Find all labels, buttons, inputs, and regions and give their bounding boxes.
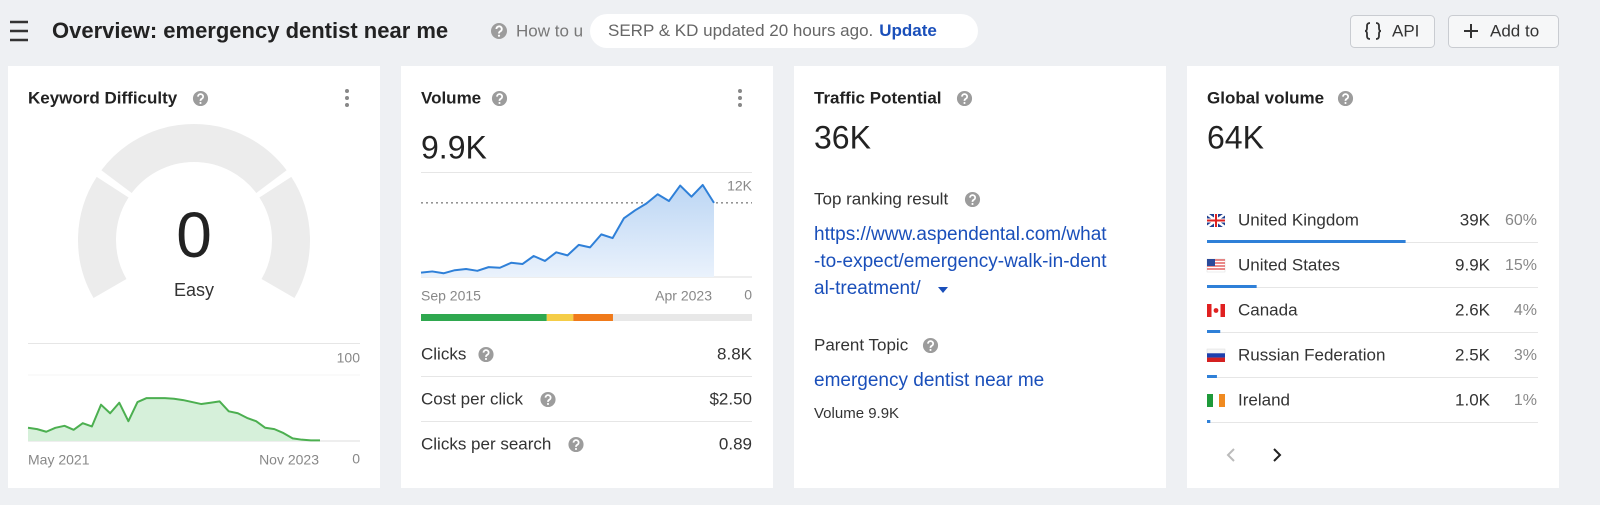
parent-volume: Volume 9.9K <box>814 405 899 422</box>
country-name: Canada <box>1238 300 1298 319</box>
card-title: Keyword Difficulty <box>28 88 178 107</box>
trend-line <box>420 183 715 275</box>
card-title: Global volume <box>1207 88 1324 107</box>
gauge-segment <box>259 176 310 298</box>
metric-label: Cost per click <box>421 389 524 408</box>
help-icon[interactable] <box>539 391 557 408</box>
help-icon[interactable] <box>1337 90 1354 107</box>
notice-text: SERP & KD updated 20 hours ago. <box>608 21 873 40</box>
help-icon[interactable] <box>491 90 508 107</box>
add-button[interactable]: Add to <box>1448 15 1559 48</box>
flag <box>1206 348 1226 362</box>
add-label[interactable]: Add to <box>1490 21 1539 40</box>
help-icon[interactable] <box>477 346 495 363</box>
parent-topic-label: Parent Topic <box>814 335 909 354</box>
country-volume: 2.6K <box>1455 300 1491 319</box>
share-bar <box>1207 420 1211 423</box>
help-icon[interactable] <box>922 337 939 354</box>
y-tick-label: 100 <box>337 350 361 366</box>
y-tick-label: 0 <box>744 287 752 303</box>
notice: SERP & KD updated 20 hours ago. Update <box>608 21 937 40</box>
x-end-label: Nov 2023 <box>259 452 319 468</box>
kd-rating: Easy <box>174 280 214 300</box>
country-volume: 39K <box>1460 210 1491 229</box>
top-result-url[interactable]: -to-expect/emergency-walk-in-dent <box>814 251 1107 272</box>
country-name: Russian Federation <box>1238 345 1385 364</box>
api-button[interactable]: API <box>1350 15 1435 48</box>
share-bar <box>1207 240 1406 243</box>
kd-score: 0 <box>176 199 212 271</box>
dropdown-caret[interactable] <box>938 287 948 293</box>
flag <box>1207 394 1225 407</box>
card-title: Traffic Potential <box>814 88 942 107</box>
flag <box>1207 304 1225 317</box>
card <box>794 66 1166 488</box>
click-split-segment <box>573 314 613 321</box>
x-start-label: Sep 2015 <box>421 288 481 304</box>
top-result-url[interactable]: https://www.aspendental.com/what <box>814 224 1107 245</box>
country-volume: 9.9K <box>1455 255 1491 274</box>
country-share: 60% <box>1505 212 1537 229</box>
traffic-value: 36K <box>814 119 871 155</box>
page-title: Overview: emergency dentist near me <box>52 18 448 43</box>
country-name: United States <box>1238 255 1340 274</box>
kebab-menu[interactable] <box>738 89 742 107</box>
country-volume: 1.0K <box>1455 390 1491 409</box>
global-value: 64K <box>1207 119 1264 155</box>
click-split-segment <box>546 314 574 321</box>
country-name: Ireland <box>1238 390 1290 409</box>
click-split-segment <box>612 314 752 321</box>
update-link[interactable]: Update <box>879 21 937 40</box>
share-bar <box>1207 375 1217 378</box>
kebab-menu[interactable] <box>345 89 349 107</box>
country-name: United Kingdom <box>1238 210 1359 229</box>
card <box>1187 66 1559 488</box>
country-volume: 2.5K <box>1455 345 1491 364</box>
y-tick-label: 0 <box>352 451 360 467</box>
trend-line <box>27 397 320 442</box>
parent-topic[interactable]: emergency dentist near me <box>814 370 1044 391</box>
volume-value: 9.9K <box>421 129 487 165</box>
metric-value: 8.8K <box>717 344 753 363</box>
x-end-label: Apr 2023 <box>655 288 712 304</box>
flag <box>1206 258 1226 273</box>
gauge <box>78 124 310 298</box>
metric-value: 0.89 <box>719 434 752 453</box>
gauge-segment <box>78 176 129 298</box>
menu-icon[interactable] <box>10 20 28 42</box>
metric-value: $2.50 <box>709 389 752 408</box>
gauge-segment <box>101 124 287 194</box>
help-icon[interactable] <box>964 191 981 208</box>
top-result-url[interactable]: al-treatment/ <box>814 278 921 299</box>
help-link[interactable]: How to u <box>516 21 583 40</box>
country-share: 4% <box>1514 302 1537 319</box>
next-page[interactable] <box>1273 448 1282 462</box>
metric-label: Clicks <box>421 344 466 363</box>
prev-page[interactable] <box>1226 448 1235 462</box>
click-split-segment <box>421 314 547 321</box>
country-share: 3% <box>1514 347 1537 364</box>
y-tick-label: 12K <box>727 178 753 194</box>
share-bar <box>1207 330 1221 333</box>
metric-label: Clicks per search <box>421 434 551 453</box>
trend-area <box>28 398 320 441</box>
notice-pill <box>590 14 978 48</box>
help-icon[interactable] <box>490 22 508 40</box>
flag <box>1206 212 1226 229</box>
help-icon[interactable] <box>192 90 209 107</box>
card-title: Volume <box>421 88 481 107</box>
help-icon[interactable] <box>567 436 585 453</box>
top-result-label: Top ranking result <box>814 189 948 208</box>
api-label[interactable]: API <box>1392 21 1419 40</box>
help-icon[interactable] <box>956 90 973 107</box>
x-start-label: May 2021 <box>28 452 90 468</box>
share-bar <box>1207 285 1257 288</box>
country-share: 15% <box>1505 257 1537 274</box>
country-share: 1% <box>1514 392 1537 409</box>
